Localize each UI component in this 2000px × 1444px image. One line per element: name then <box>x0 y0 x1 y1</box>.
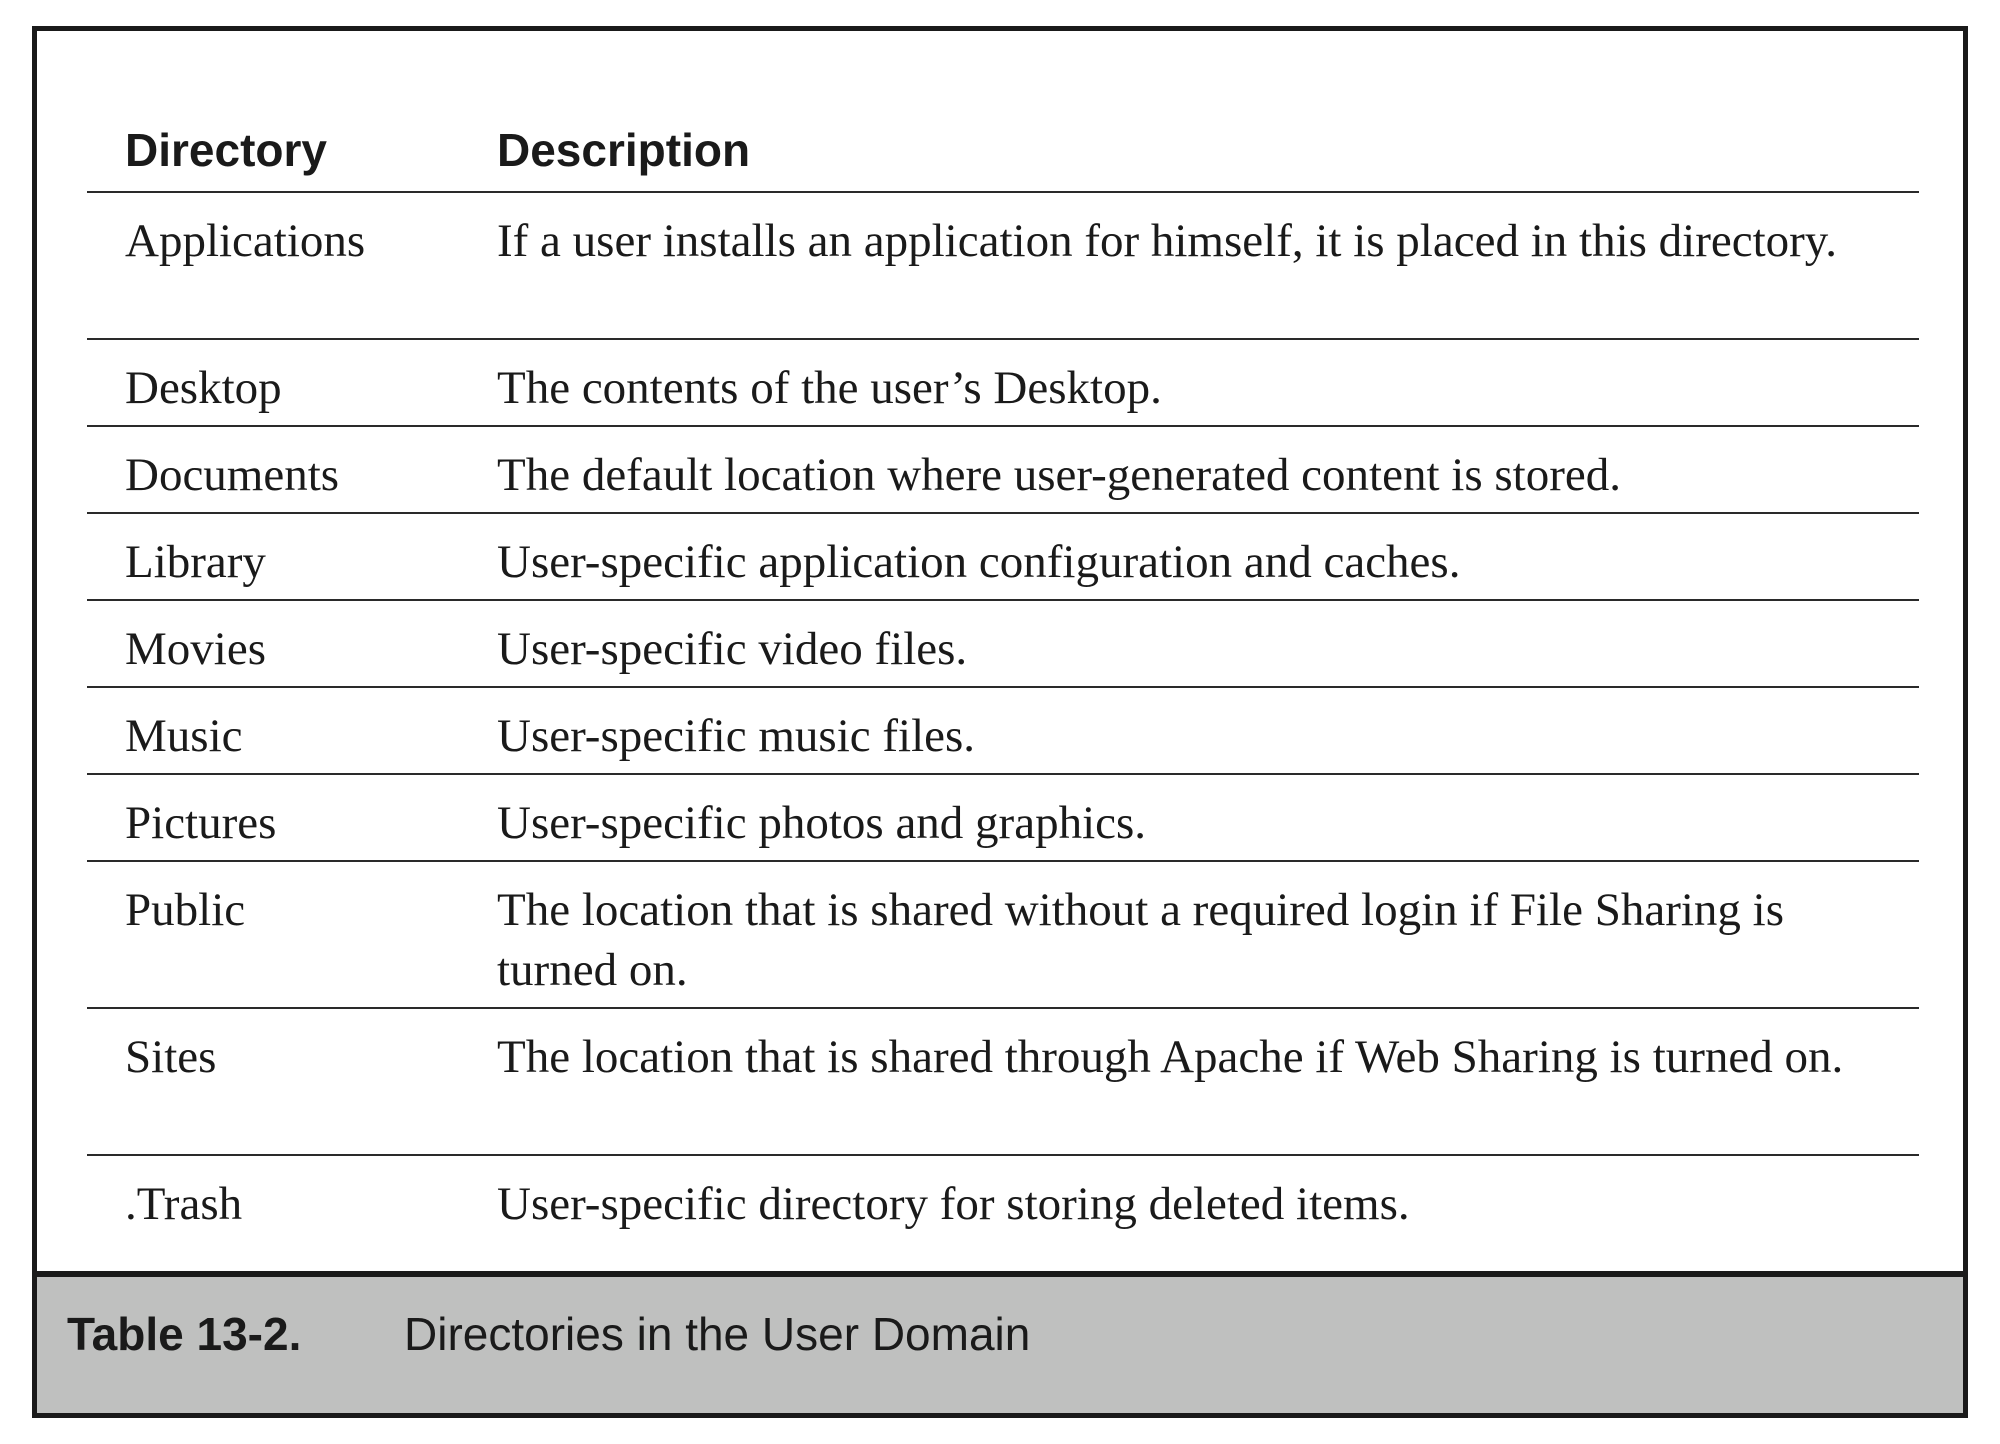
description-cell: The default location where user-generate… <box>459 426 1919 514</box>
table-frame: Directory Description Applications If a … <box>32 26 1968 1418</box>
table-row: Movies User-specific video files. <box>87 600 1919 688</box>
directory-cell: .Trash <box>125 1178 243 1230</box>
table-caption-bar: Table 13-2. Directories in the User Doma… <box>37 1271 1963 1413</box>
description-cell: The location that is shared through Apac… <box>459 1008 1919 1156</box>
table-caption-title: Directories in the User Domain <box>404 1308 1031 1360</box>
directory-cell: Movies <box>87 600 459 688</box>
table-row: Documents The default location where use… <box>87 426 1919 514</box>
header-row: Directory Description <box>87 101 1919 193</box>
directory-column-header: Directory <box>87 101 459 193</box>
directory-cell: Music <box>87 687 459 775</box>
table-row: Sites The location that is shared throug… <box>87 1008 1919 1156</box>
table-row: Applications If a user installs an appli… <box>87 192 1919 340</box>
directory-cell: Library <box>87 513 459 601</box>
table-row: Music User-specific music files. <box>87 687 1919 775</box>
table-row: Pictures User-specific photos and graphi… <box>87 774 1919 862</box>
table-row: .Trash User-specific directory for stori… <box>87 1155 1919 1248</box>
table-area: Directory Description Applications If a … <box>37 31 1963 1278</box>
directory-cell: Desktop <box>87 339 459 427</box>
description-cell: The contents of the user’s Desktop. <box>459 339 1919 427</box>
directories-table: Directory Description Applications If a … <box>87 101 1919 1248</box>
directory-cell: Public <box>87 861 459 1009</box>
directory-cell: Pictures <box>87 774 459 862</box>
description-column-header: Description <box>459 101 1919 193</box>
table-row: Public The location that is shared witho… <box>87 861 1919 1009</box>
directory-cell: Sites <box>87 1008 459 1156</box>
description-cell: User-specific directory for storing dele… <box>497 1178 1410 1230</box>
description-cell: User-specific music files. <box>459 687 1919 775</box>
description-cell: User-specific video files. <box>459 600 1919 688</box>
table-caption-number: Table 13-2. <box>67 1308 302 1360</box>
directory-cell: Applications <box>87 192 459 340</box>
description-cell: User-specific application configuration … <box>459 513 1919 601</box>
table-row: Library User-specific application config… <box>87 513 1919 601</box>
description-cell: The location that is shared without a re… <box>459 861 1919 1009</box>
table-row: Desktop The contents of the user’s Deskt… <box>87 339 1919 427</box>
description-cell: User-specific photos and graphics. <box>459 774 1919 862</box>
directory-cell: Documents <box>87 426 459 514</box>
description-cell: If a user installs an application for hi… <box>459 192 1919 340</box>
